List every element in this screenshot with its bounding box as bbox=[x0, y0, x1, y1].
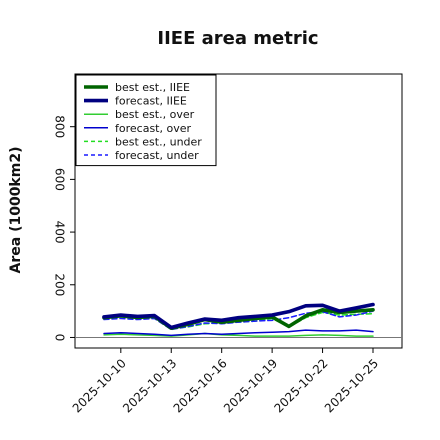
y-tick-label: 200 bbox=[53, 273, 67, 296]
series-layer bbox=[102, 302, 375, 337]
y-tick-label: 800 bbox=[53, 115, 67, 138]
y-tick-label: 400 bbox=[53, 221, 67, 244]
legend-label: best est., IIEE bbox=[115, 81, 190, 94]
legend-label: forecast, under bbox=[115, 149, 199, 162]
chart-title: IIEE area metric bbox=[157, 28, 318, 49]
y-tick-label: 0 bbox=[53, 334, 67, 342]
series-line-forecast-over bbox=[103, 329, 374, 337]
legend-label: forecast, IIEE bbox=[115, 95, 187, 108]
legend-label: best est., under bbox=[115, 135, 202, 148]
plot-frame bbox=[74, 73, 403, 349]
y-tick-label: 600 bbox=[53, 168, 67, 191]
legend-label: best est., over bbox=[115, 108, 195, 121]
series-line-forecast-iiee bbox=[102, 302, 375, 330]
y-axis-label: Area (1000km2) bbox=[8, 147, 24, 274]
legend-box bbox=[75, 74, 217, 167]
series-line-best-est-over bbox=[103, 332, 374, 337]
series-line-forecast-under bbox=[103, 310, 374, 331]
legend-label: forecast, over bbox=[115, 122, 191, 135]
